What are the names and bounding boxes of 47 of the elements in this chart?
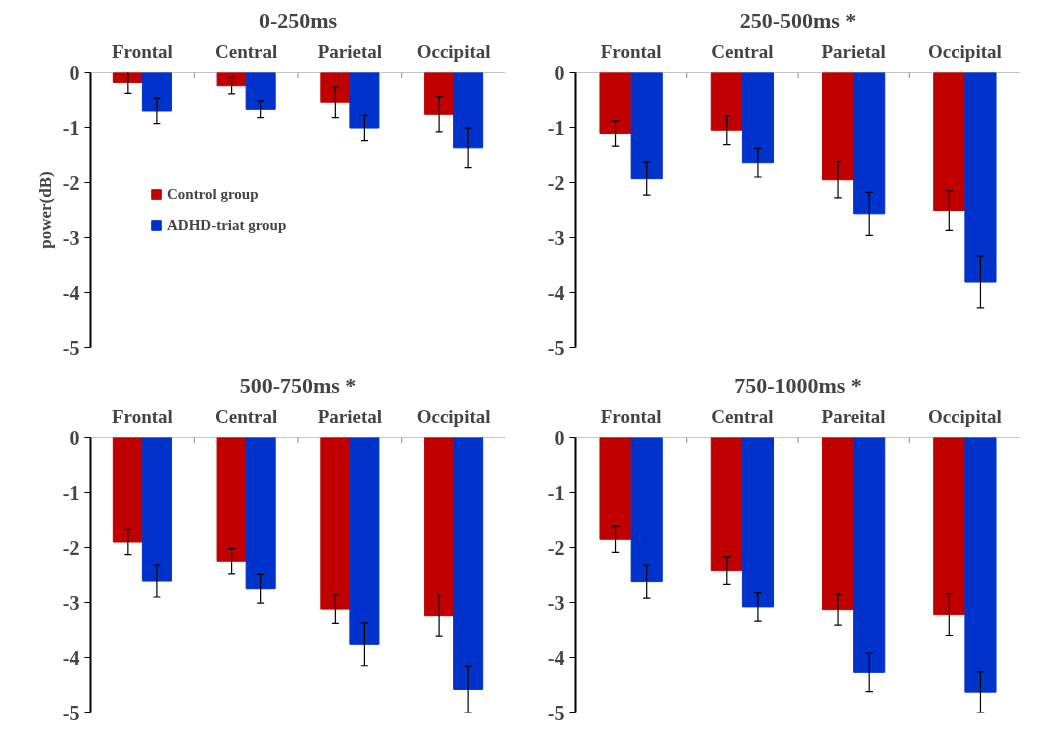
y-tick-label: -5 (62, 336, 80, 359)
x-tick-label: Central (214, 40, 278, 62)
y-tick-label: -5 (62, 701, 80, 724)
x-tick-label: Parietal (317, 40, 383, 62)
y-axis-title: power(dB) (35, 171, 55, 249)
y-tick-label: -2 (62, 171, 80, 194)
y-tick-label: -1 (547, 116, 565, 139)
y-tick-label: -4 (547, 281, 565, 304)
x-tick-label: Frontal (600, 40, 662, 62)
chart-title: 500-750ms * (239, 372, 357, 398)
x-tick-label: Occipital (927, 40, 1002, 62)
x-tick-label: Frontal (111, 40, 173, 62)
chart-title: 0-250ms (258, 7, 338, 33)
x-tick-label: Occipital (416, 405, 491, 427)
y-tick-label: -1 (62, 481, 80, 504)
y-tick-label: -3 (62, 591, 80, 614)
y-tick-label: 0 (554, 426, 565, 449)
y-tick-label: -2 (62, 536, 80, 559)
y-tick-label: -3 (547, 591, 565, 614)
x-tick-label: Parietal (821, 40, 886, 62)
x-tick-label: Frontal (111, 405, 173, 427)
y-tick-label: -2 (547, 171, 565, 194)
x-tick-label: Frontal (600, 405, 662, 427)
y-tick-label: -4 (547, 646, 565, 669)
x-tick-label: Central (711, 405, 774, 427)
y-tick-label: 0 (69, 426, 80, 449)
y-tick-label: -3 (62, 226, 80, 249)
y-tick-label: -5 (547, 336, 565, 359)
y-tick-label: -4 (62, 646, 80, 669)
y-tick-label: -2 (547, 536, 565, 559)
legend-label: ADHD-triat group (167, 216, 287, 234)
x-tick-label: Occipital (927, 405, 1002, 427)
chart-title: 250-500ms * (739, 7, 857, 33)
y-tick-label: -5 (547, 701, 565, 724)
x-tick-label: Occipital (416, 40, 491, 62)
y-tick-label: -4 (62, 281, 80, 304)
y-tick-label: -3 (547, 226, 565, 249)
x-tick-label: Parietal (317, 405, 383, 427)
x-tick-label: Pareital (821, 405, 886, 427)
y-tick-label: 0 (554, 61, 565, 84)
y-tick-label: 0 (69, 61, 80, 84)
chart-title: 750-1000ms * (734, 372, 862, 398)
x-tick-label: Central (214, 405, 278, 427)
y-tick-label: -1 (547, 481, 565, 504)
legend-label: Control group (167, 185, 259, 203)
y-tick-label: -1 (62, 116, 80, 139)
x-tick-label: Central (711, 40, 774, 62)
